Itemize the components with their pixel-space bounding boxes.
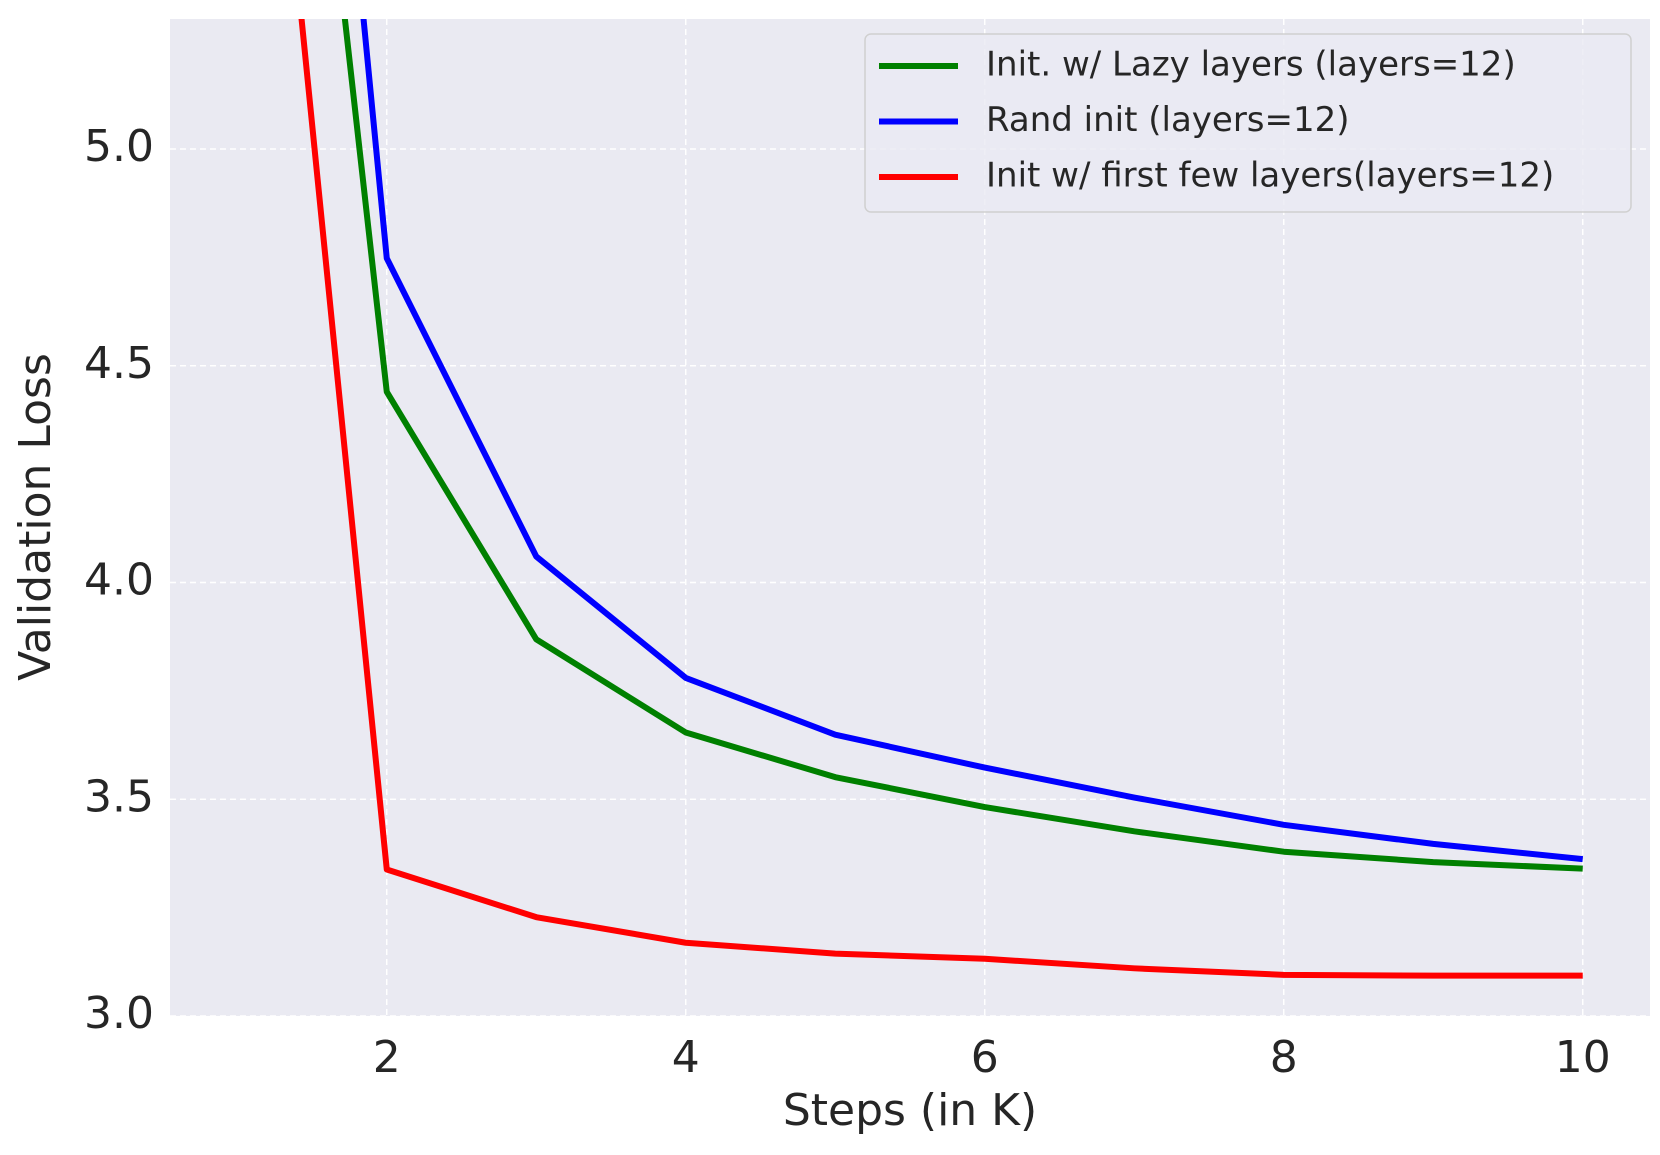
- x-tick-label: 4: [672, 1032, 700, 1083]
- y-tick-label: 4.5: [84, 338, 154, 389]
- y-tick-label: 3.0: [84, 988, 154, 1039]
- y-tick-label: 5.0: [84, 121, 154, 172]
- legend-label: Init w/ first few layers(layers=12): [986, 156, 1554, 196]
- line: [341, 19, 1583, 872]
- x-tick-label: 2: [373, 1032, 401, 1083]
- line: [360, 19, 1584, 863]
- line: [298, 19, 1583, 979]
- legend-label: Init. w/ Lazy layers (layers=12): [986, 45, 1516, 85]
- y-tick-label: 4.0: [84, 555, 154, 606]
- legend-label: Rand init (layers=12): [986, 100, 1350, 140]
- y-tick-label: 3.5: [84, 771, 154, 822]
- y-axis-label: Validation Loss: [10, 353, 61, 681]
- legend-box: [864, 33, 1632, 213]
- x-tick-label: 10: [1555, 1032, 1611, 1083]
- x-tick-label: 8: [1270, 1032, 1298, 1083]
- x-axis-label: Steps (in K): [783, 1085, 1037, 1136]
- x-tick-label: 6: [971, 1032, 999, 1083]
